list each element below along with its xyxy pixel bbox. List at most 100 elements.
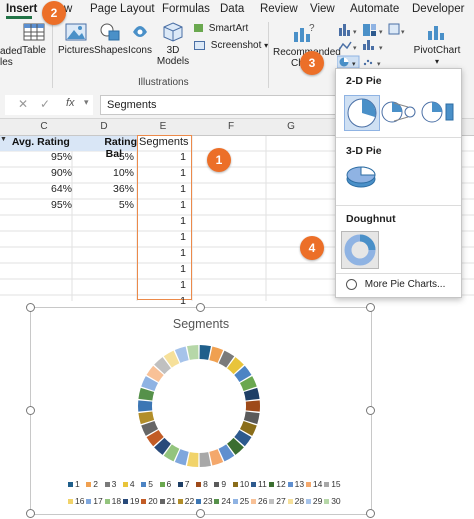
name-box[interactable] [5,95,93,115]
resize-handle[interactable] [196,303,205,312]
doughnut-slice[interactable] [199,345,211,360]
doughnut-slice[interactable] [245,400,260,412]
doughnut-slice[interactable] [243,387,260,401]
resize-handle[interactable] [26,303,35,312]
doughnut-slice[interactable] [227,357,244,375]
cell-segment[interactable]: 1 [180,231,186,243]
header-cell-rating-bal[interactable]: Rating Bal [72,136,137,160]
map-chart-icon[interactable]: ▾ [388,23,405,36]
header-cell-avg-rating[interactable]: ▼ Avg. Rating [0,136,72,151]
legend-item[interactable]: 17 [86,496,103,506]
cell-rating-bal[interactable]: 36% [112,183,134,195]
cell-segment[interactable]: 1 [180,167,186,179]
legend-item[interactable]: 18 [104,496,121,506]
doughnut-option[interactable] [341,231,379,269]
cell-segment[interactable]: 1 [180,151,186,163]
column-header-e[interactable]: E [159,121,167,132]
legend-item[interactable]: 11 [251,479,267,489]
cell-segment[interactable]: 1 [180,247,186,259]
legend-item[interactable]: 26 [251,496,267,506]
legend-item[interactable]: 8 [196,479,208,489]
legend-item[interactable]: 2 [86,479,98,489]
legend-item[interactable]: 5 [141,479,153,489]
doughnut-slice[interactable] [174,449,189,466]
legend-item[interactable]: 21 [159,496,176,506]
doughnut-slice[interactable] [137,400,153,412]
doughnut-slice[interactable] [141,376,159,391]
doughnut-slice[interactable] [209,346,224,363]
line-chart-icon[interactable]: ▾ [338,41,357,52]
tab-insert[interactable]: Insert [6,3,38,15]
doughnut-slice[interactable] [218,444,235,462]
cell-avg-rating[interactable]: 90% [50,167,72,179]
column-header-f[interactable]: F [227,121,235,132]
header-cell-segments[interactable]: Segments [139,136,189,148]
doughnut-slice[interactable] [187,452,199,467]
pivotchart-button[interactable]: PivotChart ▾ [412,22,462,67]
legend-item[interactable]: 12 [269,479,286,489]
pie-of-pie-option[interactable] [380,95,418,129]
legend-item[interactable]: 3 [104,479,116,489]
cell-rating-bal[interactable]: 5% [118,151,134,163]
tab-draw-partial[interactable]: w [64,3,73,15]
enter-icon[interactable]: ✓ [40,97,51,111]
cell-avg-rating[interactable]: 95% [50,151,72,163]
chart-area[interactable]: Segments 1 2 3 4 5 6 7 8 9 10 11 12 13 14 15 16 17 18 19 20… [30,307,372,515]
legend-item[interactable]: 24 [214,496,231,506]
doughnut-slice[interactable] [154,357,171,375]
hierarchy-chart-icon[interactable]: ▾ [363,24,383,36]
legend-item[interactable]: 25 [232,496,249,506]
doughnut-slice[interactable] [234,365,252,383]
doughnut-slice[interactable] [163,444,180,462]
legend-item[interactable]: 4 [122,479,135,489]
doughnut-slice[interactable] [187,345,199,360]
column-header-c[interactable]: C [40,121,48,132]
legend-item[interactable]: 13 [287,479,304,489]
pictures-button[interactable]: Pictures [58,22,94,56]
doughnut-slice[interactable] [146,365,164,383]
shapes-button[interactable]: Shapes [94,22,128,56]
tab-review[interactable]: Review [260,3,298,15]
doughnut-slice[interactable] [141,421,159,436]
filter-dropdown-icon[interactable]: ▼ [0,136,7,143]
recommended-pivottables-button[interactable]: aded les [0,46,22,68]
legend-item[interactable]: 22 [177,496,194,506]
tab-page-layout[interactable]: Page Layout [90,3,155,15]
legend-item[interactable]: 30 [324,496,341,506]
doughnut-slice[interactable] [174,346,189,363]
doughnut-slice[interactable] [234,429,252,447]
cell-segment[interactable]: 1 [180,215,186,227]
legend-item[interactable]: 19 [122,496,139,506]
bar-of-pie-option[interactable] [420,95,456,129]
legend-item[interactable]: 29 [305,496,322,506]
legend-item[interactable]: 14 [305,479,322,489]
tab-developer[interactable]: Developer [412,3,465,15]
doughnut-slice[interactable] [138,411,155,425]
cell-segment[interactable]: 1 [180,279,186,291]
scatter-chart-icon[interactable]: ▾ [363,59,381,68]
resize-handle[interactable] [366,303,375,312]
cell-segment[interactable]: 1 [180,295,186,307]
cell-rating-bal[interactable]: 5% [118,199,134,211]
legend-item[interactable]: 7 [177,479,190,489]
fx-icon[interactable]: fx [66,97,75,109]
smartart-button[interactable]: SmartArt [194,23,248,34]
screenshot-button[interactable]: Screenshot ▾ [194,40,268,51]
cell-avg-rating[interactable]: 95% [50,199,72,211]
tab-view[interactable]: View [310,3,335,15]
doughnut-slice[interactable] [163,350,180,368]
icons-button[interactable]: Icons [126,22,154,56]
legend-item[interactable]: 10 [232,479,249,489]
resize-handle[interactable] [196,509,205,518]
tab-automate[interactable]: Automate [350,3,400,15]
formula-input[interactable]: Segments [100,95,338,115]
doughnut-slice[interactable] [239,376,257,391]
doughnut-slice[interactable] [243,411,260,425]
cell-avg-rating[interactable]: 64% [50,183,72,195]
pie-option[interactable] [344,95,380,131]
resize-handle[interactable] [366,406,375,415]
resize-handle[interactable] [366,509,375,518]
doughnut-slice[interactable] [146,429,164,447]
tab-formulas[interactable]: Formulas [162,3,210,15]
statistic-chart-icon[interactable]: ▾ [363,40,383,52]
